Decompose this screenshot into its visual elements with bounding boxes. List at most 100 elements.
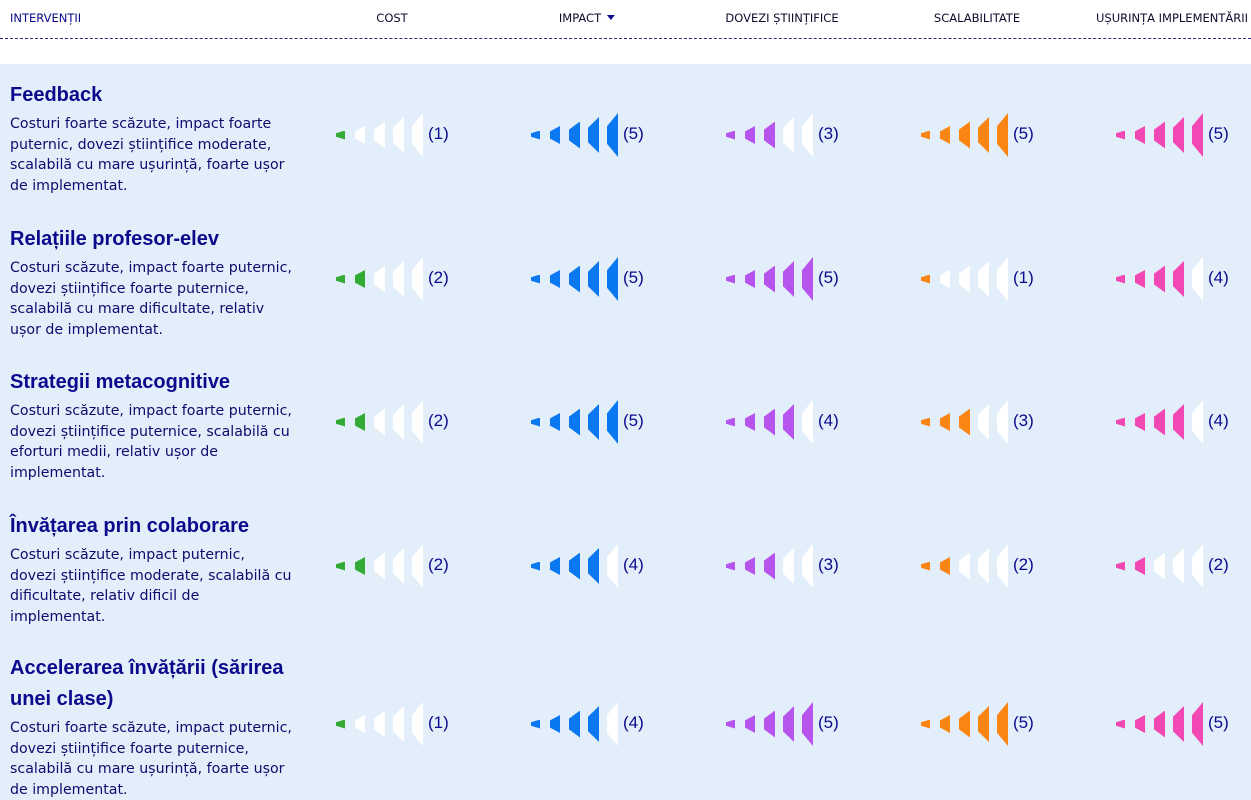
column-header-cost[interactable]: COST [376, 11, 408, 25]
rating-bar [607, 544, 618, 588]
rating-bar [978, 404, 989, 440]
rating-bar [940, 270, 950, 288]
rating-bar [978, 548, 989, 584]
column-header-scalabilitate[interactable]: SCALABILITATE [933, 11, 1021, 25]
rating-score: (1) [1013, 268, 1034, 287]
rating-score: (2) [1013, 555, 1034, 574]
rating-meter-cost: (1) [336, 701, 456, 747]
intervention-title[interactable]: Relațiile profesor-elev [10, 228, 219, 250]
rating-bar [336, 130, 345, 140]
rating-bar [802, 400, 813, 444]
rating-bar [1116, 274, 1125, 284]
rating-bar [569, 265, 580, 293]
rating-meter-dovezi: (5) [726, 256, 846, 302]
rating-bar [783, 548, 794, 584]
rating-meter-impact: (4) [531, 701, 651, 747]
rating-bar [940, 715, 950, 733]
intervention-title[interactable]: Strategii metacognitive [10, 371, 231, 393]
rating-meter-impact: (5) [531, 112, 651, 158]
rating-bar [921, 274, 930, 284]
rating-score: (5) [1208, 713, 1229, 732]
column-header-impact[interactable]: IMPACT [558, 11, 616, 25]
intervention-title[interactable]: Învățarea prin colaborare [10, 515, 249, 537]
rating-bar [588, 706, 599, 742]
rating-score: (5) [623, 411, 644, 430]
rating-bar [802, 544, 813, 588]
rating-bar [1173, 117, 1184, 153]
rating-bar [978, 261, 989, 297]
rating-score: (4) [1208, 411, 1229, 430]
rating-bar [355, 270, 365, 288]
rating-bar [1116, 561, 1125, 571]
rating-bar [355, 413, 365, 431]
rating-bar [940, 413, 950, 431]
rating-bar [374, 408, 385, 436]
rating-meter-usurinta: (4) [1116, 256, 1236, 302]
rating-meter-scalabilitate: (1) [921, 256, 1041, 302]
column-header-interventii[interactable]: INTERVENȚII [10, 11, 82, 25]
rating-bar [412, 113, 423, 157]
intervention-description: Costuri scăzute, impact foarte puternic,… [10, 403, 292, 481]
rating-bar [997, 113, 1008, 157]
rating-bar [1192, 544, 1203, 588]
rating-bar [569, 121, 580, 149]
caret-down-icon[interactable] [607, 15, 616, 20]
rating-bar [374, 552, 385, 580]
rating-bar [1154, 408, 1165, 436]
rating-bar [355, 557, 365, 575]
rating-score: (3) [818, 555, 839, 574]
rating-score: (3) [818, 124, 839, 143]
rating-bar [550, 715, 560, 733]
rating-meter-cost: (2) [336, 256, 456, 302]
rating-bar [764, 408, 775, 436]
rating-bar [1154, 265, 1165, 293]
rating-bar [745, 557, 755, 575]
rating-bar [802, 702, 813, 746]
rating-meter-impact: (5) [531, 256, 651, 302]
intervention-title[interactable]: Feedback [10, 84, 103, 106]
rating-bar [783, 261, 794, 297]
rating-bar [393, 117, 404, 153]
rating-meter-impact: (5) [531, 399, 651, 445]
rating-score: (4) [1208, 268, 1229, 287]
rating-bar [531, 719, 540, 729]
rating-bar [336, 719, 345, 729]
intervention-title[interactable]: Accelerarea învățării (sărirea unei clas… [10, 657, 284, 710]
rating-bar [374, 710, 385, 738]
rating-bar [959, 121, 970, 149]
rating-score: (2) [428, 411, 449, 430]
rating-score: (5) [1013, 124, 1034, 143]
rating-bar [569, 408, 580, 436]
rating-bar [959, 408, 970, 436]
column-header-usurinta[interactable]: UȘURINȚA IMPLEMENTĂRII [1095, 11, 1249, 25]
rating-bar [921, 130, 930, 140]
rating-meter-usurinta: (5) [1116, 701, 1236, 747]
rating-score: (5) [623, 268, 644, 287]
rating-meter-usurinta: (4) [1116, 399, 1236, 445]
rating-score: (4) [623, 555, 644, 574]
column-header-impact-label: IMPACT [558, 11, 602, 25]
rating-bar [412, 400, 423, 444]
rating-bar [1116, 719, 1125, 729]
rating-bar [569, 552, 580, 580]
rating-bar [550, 126, 560, 144]
rating-score: (4) [623, 713, 644, 732]
rating-bar [921, 561, 930, 571]
rating-bar [1135, 126, 1145, 144]
rating-bar [588, 404, 599, 440]
rating-bar [336, 417, 345, 427]
rating-meter-scalabilitate: (5) [921, 112, 1041, 158]
rating-meter-dovezi: (5) [726, 701, 846, 747]
rating-bar [1135, 413, 1145, 431]
rating-bar [764, 710, 775, 738]
rating-meter-cost: (2) [336, 399, 456, 445]
rating-bar [393, 548, 404, 584]
rating-bar [531, 274, 540, 284]
rating-score: (5) [818, 713, 839, 732]
rating-bar [569, 710, 580, 738]
rating-bar [550, 270, 560, 288]
column-header-dovezi[interactable]: DOVEZI ȘTIINȚIFICE [725, 11, 839, 25]
rating-bar [1116, 130, 1125, 140]
rating-bar [726, 719, 735, 729]
rating-bar [1116, 417, 1125, 427]
